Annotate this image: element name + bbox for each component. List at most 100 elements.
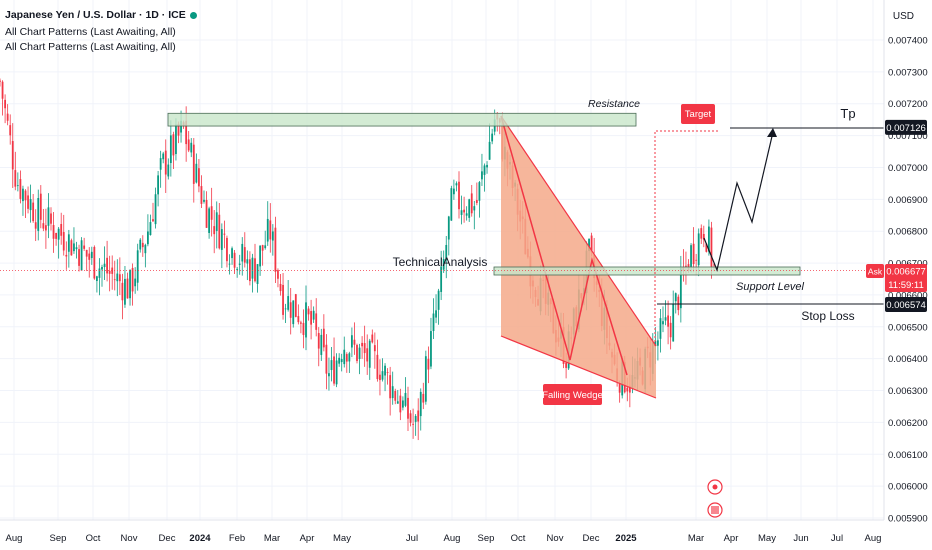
time-tick-label[interactable]: Jul	[831, 533, 843, 544]
time-axis[interactable]: Aug Sep Oct Nov Dec 2024 Feb Mar Apr May Jul Aug Sep…	[0, 519, 884, 544]
time-tick-label[interactable]: Mar	[264, 533, 280, 544]
price-tick-label[interactable]: 0.006100	[888, 450, 928, 461]
candle-body	[228, 263, 231, 265]
candle-body	[52, 225, 55, 239]
candle-body	[361, 342, 363, 347]
candle-body	[195, 163, 198, 183]
candle-body	[154, 194, 157, 225]
time-tick-label[interactable]: May	[333, 533, 351, 544]
candle-body	[695, 259, 698, 261]
candle-body	[205, 200, 208, 228]
price-tick-label[interactable]: 0.007100	[888, 131, 928, 142]
time-tick-label[interactable]: May	[758, 533, 776, 544]
time-tick-label[interactable]: Jun	[793, 533, 808, 544]
candle-body	[223, 233, 226, 235]
time-tick-label[interactable]: 2024	[189, 533, 211, 544]
candle-body	[1, 81, 4, 99]
candle-body	[141, 242, 144, 248]
candle-body	[396, 401, 399, 404]
price-tick-label[interactable]: 0.006500	[888, 322, 928, 333]
time-tick-label[interactable]: Apr	[724, 533, 739, 544]
price-tick-label[interactable]: 0.007200	[888, 99, 928, 110]
candle-body	[11, 141, 14, 170]
candle-body	[50, 213, 52, 224]
candle-body	[674, 293, 677, 302]
candle-body	[389, 375, 392, 399]
currency-label[interactable]: USD	[892, 11, 914, 22]
candle-body	[307, 308, 310, 315]
candle-body	[417, 410, 420, 422]
candle-body	[692, 243, 695, 265]
candle-body	[254, 258, 256, 282]
time-tick-label[interactable]: Feb	[229, 533, 245, 544]
time-tick-label[interactable]: Aug	[6, 533, 23, 544]
candle-body	[32, 202, 35, 222]
falling-wedge-badge	[543, 384, 602, 405]
candle-body	[96, 276, 98, 281]
candle-body	[473, 206, 476, 211]
price-tick-label[interactable]: 0.006900	[888, 195, 928, 206]
candle-body	[67, 234, 70, 252]
candle-body	[664, 317, 667, 321]
price-tick-label[interactable]: 0.006600	[888, 290, 928, 301]
candle-body	[118, 274, 121, 282]
time-tick-label[interactable]: Dec	[159, 533, 176, 544]
price-tick-label[interactable]: 0.006300	[888, 386, 928, 397]
candle-body	[422, 393, 425, 403]
price-tick-label[interactable]: 0.006000	[888, 482, 928, 493]
candle-body	[672, 304, 675, 342]
time-tick-label[interactable]: Sep	[50, 533, 67, 544]
time-tick-label[interactable]: Jul	[406, 533, 418, 544]
price-tick-label[interactable]: 0.006200	[888, 418, 928, 429]
time-tick-label[interactable]: Aug	[444, 533, 461, 544]
candle-body	[16, 185, 19, 187]
wedge-zigzag	[500, 115, 628, 376]
tp-price-tag	[885, 119, 927, 135]
time-tick-label[interactable]: Mar	[688, 533, 704, 544]
candle-body	[371, 334, 374, 343]
time-tick-label[interactable]: Nov	[121, 533, 138, 544]
candle-body	[335, 360, 338, 385]
price-tick-label[interactable]: 0.007000	[888, 163, 928, 174]
price-tick-label[interactable]: 0.007300	[888, 67, 928, 78]
candle-body	[55, 232, 57, 239]
price-tick-label[interactable]: 0.005900	[888, 514, 928, 525]
time-tick-label[interactable]: Nov	[547, 533, 564, 544]
time-tick-label[interactable]: Dec	[583, 533, 600, 544]
candle-body	[368, 340, 371, 368]
candle-body	[83, 245, 86, 249]
indicator-legend-1[interactable]: All Chart Patterns (Last Awaiting, All)	[5, 26, 176, 38]
ask-price-tag	[885, 264, 927, 292]
price-tick-label[interactable]: 0.006800	[888, 227, 928, 238]
price-tick-label[interactable]: 0.006400	[888, 354, 928, 365]
time-tick-label[interactable]: 2025	[615, 533, 637, 544]
candle-body	[65, 254, 68, 257]
symbol-title[interactable]: Japanese Yen / U.S. Dollar · 1D · ICE	[5, 9, 197, 21]
candle-body	[381, 371, 384, 380]
candle-body	[330, 360, 333, 371]
candle-body	[491, 133, 494, 142]
time-tick-label[interactable]: Apr	[300, 533, 315, 544]
candle-body	[70, 240, 73, 256]
candle-body	[218, 214, 221, 249]
candle-body	[261, 245, 264, 251]
time-tick-label[interactable]: Oct	[86, 533, 101, 544]
candle-body	[310, 311, 312, 325]
candle-body	[667, 315, 669, 327]
time-tick-label[interactable]: Oct	[511, 533, 526, 544]
price-axis[interactable]: 0.005900 0.006000 0.006100 0.006200 0.006300…	[866, 0, 928, 525]
target-badge	[681, 104, 715, 124]
time-tick-label[interactable]: Sep	[478, 533, 495, 544]
candle-body	[34, 222, 37, 229]
price-tick-label[interactable]: 0.007400	[888, 36, 928, 47]
candle-body	[432, 313, 435, 331]
time-tick-label[interactable]: Aug	[865, 533, 882, 544]
candle-body	[220, 229, 223, 250]
indicator-legend-2[interactable]: All Chart Patterns (Last Awaiting, All)	[5, 41, 176, 53]
candle-body	[618, 383, 621, 393]
candle-body	[351, 335, 353, 348]
candle-body	[157, 175, 159, 195]
candle-body	[167, 164, 170, 177]
